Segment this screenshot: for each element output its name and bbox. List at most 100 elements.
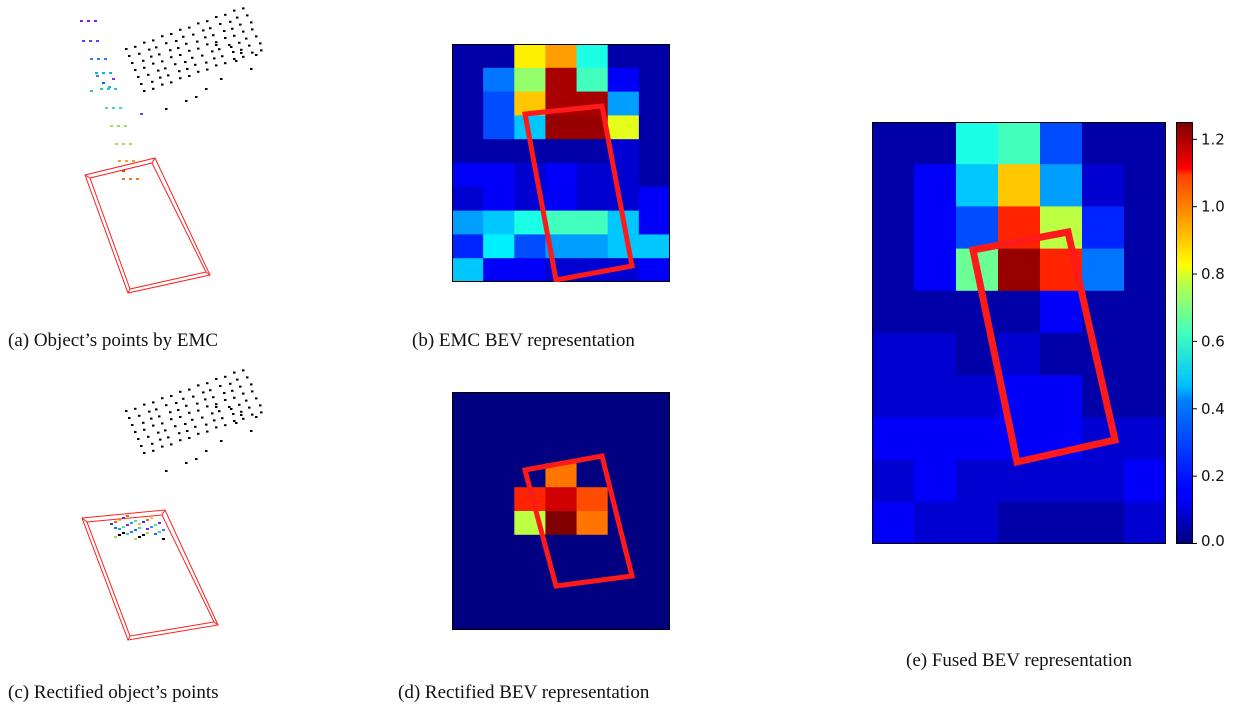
lidar-point xyxy=(124,125,127,127)
lidar-point xyxy=(161,422,164,425)
lidar-point xyxy=(150,517,153,519)
lidar-point xyxy=(212,34,215,37)
heatmap-cells xyxy=(872,122,1166,544)
heatmap-cell xyxy=(514,582,547,607)
heatmap-cell xyxy=(576,392,609,417)
lidar-point xyxy=(215,403,218,406)
lidar-point xyxy=(242,7,245,10)
heatmap-cell xyxy=(638,392,670,417)
lidar-point xyxy=(229,382,232,385)
lidar-point xyxy=(152,87,155,90)
heatmap-cell xyxy=(514,392,547,417)
heatmap-cell xyxy=(638,115,670,140)
lidar-point xyxy=(212,396,215,399)
lidar-point xyxy=(260,49,263,52)
lidar-point xyxy=(250,430,253,432)
lidar-point xyxy=(238,403,241,406)
lidar-point xyxy=(205,61,208,64)
heatmap-cell xyxy=(452,163,484,188)
heatmap-cell xyxy=(514,258,547,282)
heatmap-cell xyxy=(607,67,640,93)
lidar-point xyxy=(122,143,125,145)
point-cloud-emc xyxy=(80,7,263,294)
lidar-point xyxy=(215,41,218,44)
lidar-point xyxy=(209,27,212,30)
lidar-point xyxy=(255,416,258,418)
lidar-point xyxy=(90,58,93,60)
lidar-point xyxy=(215,64,218,67)
heatmap-cell xyxy=(452,558,484,583)
lidar-point xyxy=(255,397,258,400)
heatmap-cell xyxy=(1082,164,1125,207)
lidar-point xyxy=(134,407,137,410)
lidar-point xyxy=(122,532,125,534)
heatmap-cell xyxy=(1124,417,1166,461)
lidar-point xyxy=(167,436,170,439)
heatmap-cell xyxy=(638,186,670,212)
lidar-point xyxy=(188,411,191,414)
heatmap-cell xyxy=(545,392,578,417)
lidar-point xyxy=(246,376,249,379)
heatmap-cell xyxy=(545,487,578,512)
lidar-point xyxy=(236,378,239,381)
lidar-point xyxy=(154,533,157,535)
bev-box xyxy=(968,227,1120,467)
heatmap-cell xyxy=(514,163,547,188)
lidar-point xyxy=(223,392,226,394)
heatmap-cell xyxy=(638,487,670,512)
heatmap-cell xyxy=(914,501,957,544)
caption-b: (b) EMC BEV representation xyxy=(412,330,635,351)
lidar-point xyxy=(205,88,208,90)
lidar-point xyxy=(179,416,182,418)
lidar-point xyxy=(80,20,83,22)
lidar-point xyxy=(148,48,151,51)
lidar-point xyxy=(110,125,113,127)
bev-heatmap-rectified xyxy=(452,392,670,630)
heatmap-cell xyxy=(872,248,915,292)
heatmap-cell xyxy=(483,558,515,583)
bev-heatmap-emc xyxy=(452,44,670,282)
lidar-point xyxy=(157,431,160,434)
heatmap-cell xyxy=(483,163,515,188)
heatmap-cell xyxy=(1124,122,1166,165)
heatmap-cell xyxy=(576,210,609,235)
lidar-point xyxy=(195,96,198,98)
heatmap-cell xyxy=(452,234,484,259)
heatmap-cell xyxy=(872,501,915,544)
lidar-point xyxy=(233,9,236,12)
lidar-point xyxy=(134,520,137,522)
heatmap-cell xyxy=(483,487,515,512)
lidar-point xyxy=(179,54,182,56)
lidar-point xyxy=(152,424,155,427)
lidar-point xyxy=(191,418,194,421)
lidar-point xyxy=(143,90,146,92)
lidar-point xyxy=(196,40,199,43)
lidar-point xyxy=(188,49,191,52)
lidar-point xyxy=(221,55,224,58)
lidar-point xyxy=(251,28,254,31)
heatmap-cells xyxy=(452,392,670,630)
heatmap-cell xyxy=(545,511,578,536)
lidar-point xyxy=(259,404,262,407)
lidar-point xyxy=(178,70,181,73)
lidar-point xyxy=(182,35,185,38)
heatmap-cell xyxy=(452,439,484,464)
lidar-point xyxy=(146,528,149,530)
heatmap-cell xyxy=(545,139,578,164)
heatmap-cell xyxy=(914,122,957,165)
heatmap-cell xyxy=(545,210,578,235)
heatmap-cell xyxy=(1082,122,1125,165)
heatmap-cell xyxy=(872,333,915,376)
heatmap-cell xyxy=(998,290,1041,334)
lidar-point xyxy=(138,52,141,55)
heatmap-cell xyxy=(638,67,670,93)
lidar-point xyxy=(161,397,164,400)
heatmap-cell xyxy=(638,258,670,282)
object-points-emc xyxy=(80,20,143,180)
heatmap-cell xyxy=(452,582,484,607)
heatmap-cell xyxy=(483,415,515,441)
heatmap-cell xyxy=(1124,248,1166,292)
lidar-point xyxy=(143,403,146,406)
lidar-point xyxy=(118,519,121,521)
heatmap-cell xyxy=(452,534,484,560)
